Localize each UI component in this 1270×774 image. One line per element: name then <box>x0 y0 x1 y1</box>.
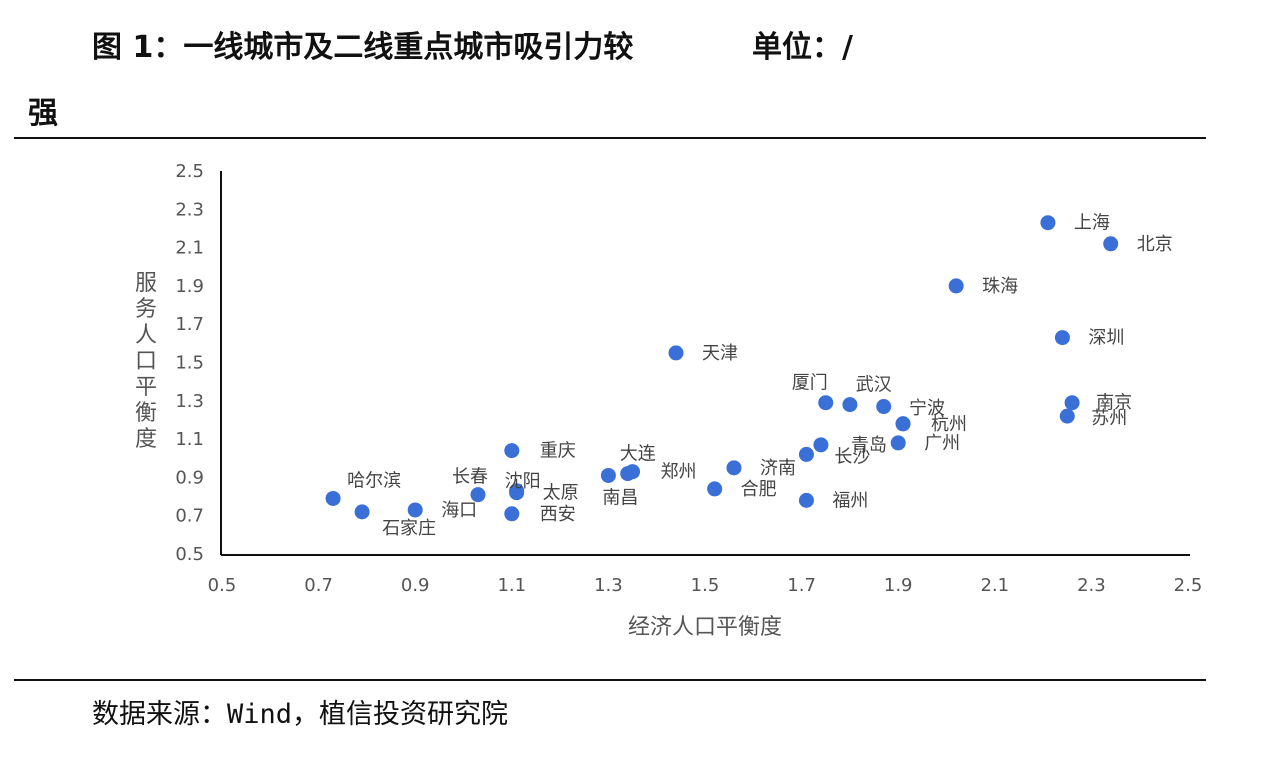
point-label: 广州 <box>924 433 960 454</box>
point-label: 南京 <box>1096 393 1132 414</box>
data-point <box>325 490 341 506</box>
y-tick-label: 2.3 <box>175 199 204 220</box>
data-point <box>1059 408 1075 424</box>
y-tick-label: 1.3 <box>175 391 204 412</box>
x-tick-label: 1.7 <box>787 575 816 596</box>
chart-title-continued: 强 <box>28 96 58 131</box>
chart-unit: 单位：/ <box>752 30 853 65</box>
x-tick-label: 0.5 <box>208 575 237 596</box>
data-point <box>1054 330 1070 346</box>
y-tick-label: 2.5 <box>175 161 204 182</box>
point-label: 珠海 <box>982 276 1018 297</box>
data-point <box>504 443 520 459</box>
point-label: 西安 <box>540 504 576 525</box>
data-point <box>798 492 814 508</box>
data-points <box>325 215 1119 522</box>
data-point <box>818 395 834 411</box>
point-label: 长春 <box>452 467 488 488</box>
x-axis-label: 经济人口平衡度 <box>628 615 782 640</box>
x-axis-ticks: 0.5 0.7 0.9 1.1 1.3 1.5 1.7 1.9 2.1 2.3 2.5 <box>208 575 1203 596</box>
data-point <box>470 487 486 503</box>
data-point <box>509 485 525 501</box>
point-label: 厦门 <box>792 373 828 394</box>
y-axis-label-char: 务 <box>135 297 157 322</box>
point-label: 武汉 <box>856 375 892 396</box>
point-label: 深圳 <box>1088 328 1124 349</box>
point-label: 福州 <box>832 490 868 511</box>
data-point <box>726 460 742 476</box>
x-tick-label: 0.7 <box>304 575 333 596</box>
data-source: 数据来源：Wind，植信投资研究院 <box>92 692 508 731</box>
point-label: 大连 <box>620 444 656 465</box>
x-tick-label: 1.9 <box>884 575 913 596</box>
y-tick-label: 1.1 <box>175 429 204 450</box>
y-axis-label-char: 衡 <box>135 401 157 426</box>
point-label: 天津 <box>702 343 738 364</box>
x-tick-label: 1.1 <box>497 575 526 596</box>
source-suffix: ，植信投资研究院 <box>292 699 509 730</box>
point-label: 合肥 <box>741 479 777 500</box>
point-label: 郑州 <box>661 462 697 483</box>
source-prefix: 数据来源： <box>92 699 227 730</box>
data-point <box>876 399 892 415</box>
y-axis-ticks: 0.5 0.7 0.9 1.1 1.3 1.5 1.7 1.9 2.1 2.3 2.5 <box>175 161 204 565</box>
data-point <box>625 464 641 480</box>
data-point <box>1064 395 1080 411</box>
data-point <box>895 416 911 432</box>
x-tick-label: 2.5 <box>1174 575 1203 596</box>
x-tick-label: 2.3 <box>1077 575 1106 596</box>
data-point <box>707 481 723 497</box>
point-label: 重庆 <box>540 441 576 462</box>
data-point <box>504 506 520 522</box>
y-tick-label: 0.7 <box>175 506 204 527</box>
x-tick-label: 1.5 <box>691 575 720 596</box>
data-point <box>354 504 370 520</box>
point-label: 长沙 <box>834 446 870 467</box>
y-tick-label: 1.7 <box>175 314 204 335</box>
point-label: 沈阳 <box>505 471 541 492</box>
point-label: 太原 <box>543 483 579 504</box>
point-label: 宁波 <box>909 398 945 419</box>
point-label: 济南 <box>760 458 796 479</box>
data-point <box>668 345 684 361</box>
y-tick-label: 0.5 <box>175 544 204 565</box>
x-tick-label: 2.1 <box>980 575 1009 596</box>
point-label: 青岛 <box>851 435 887 456</box>
data-point <box>1040 215 1056 231</box>
top-divider <box>14 137 1206 139</box>
y-axis-label-char: 平 <box>135 375 157 400</box>
point-label: 杭州 <box>931 414 967 435</box>
y-axis-label-char: 口 <box>135 349 157 374</box>
point-label: 苏州 <box>1091 408 1127 429</box>
data-point <box>407 502 423 518</box>
y-tick-label: 0.9 <box>175 467 204 488</box>
y-tick-label: 1.9 <box>175 276 204 297</box>
source-wind: Wind <box>227 699 293 730</box>
data-point <box>842 397 858 413</box>
point-label: 石家庄 <box>382 518 436 539</box>
point-label: 海口 <box>441 500 477 521</box>
x-tick-label: 1.3 <box>594 575 623 596</box>
chart-title: 图 1：一线城市及二线重点城市吸引力较 <box>92 30 634 65</box>
point-label: 哈尔滨 <box>347 470 401 491</box>
y-axis-label-char: 服 <box>135 271 157 296</box>
y-axis-label-char: 人 <box>135 323 157 348</box>
data-point <box>798 446 814 462</box>
point-label: 北京 <box>1137 234 1173 255</box>
data-point <box>600 467 616 483</box>
data-point <box>1103 236 1119 252</box>
x-tick-label: 0.9 <box>401 575 430 596</box>
data-point <box>813 437 829 453</box>
bottom-divider <box>14 679 1206 681</box>
y-axis-label-char: 度 <box>135 427 157 452</box>
point-label: 上海 <box>1074 213 1110 234</box>
data-point <box>890 435 906 451</box>
point-label: 南昌 <box>602 487 638 508</box>
y-tick-label: 2.1 <box>175 238 204 259</box>
data-point <box>948 278 964 294</box>
y-tick-label: 1.5 <box>175 353 204 374</box>
